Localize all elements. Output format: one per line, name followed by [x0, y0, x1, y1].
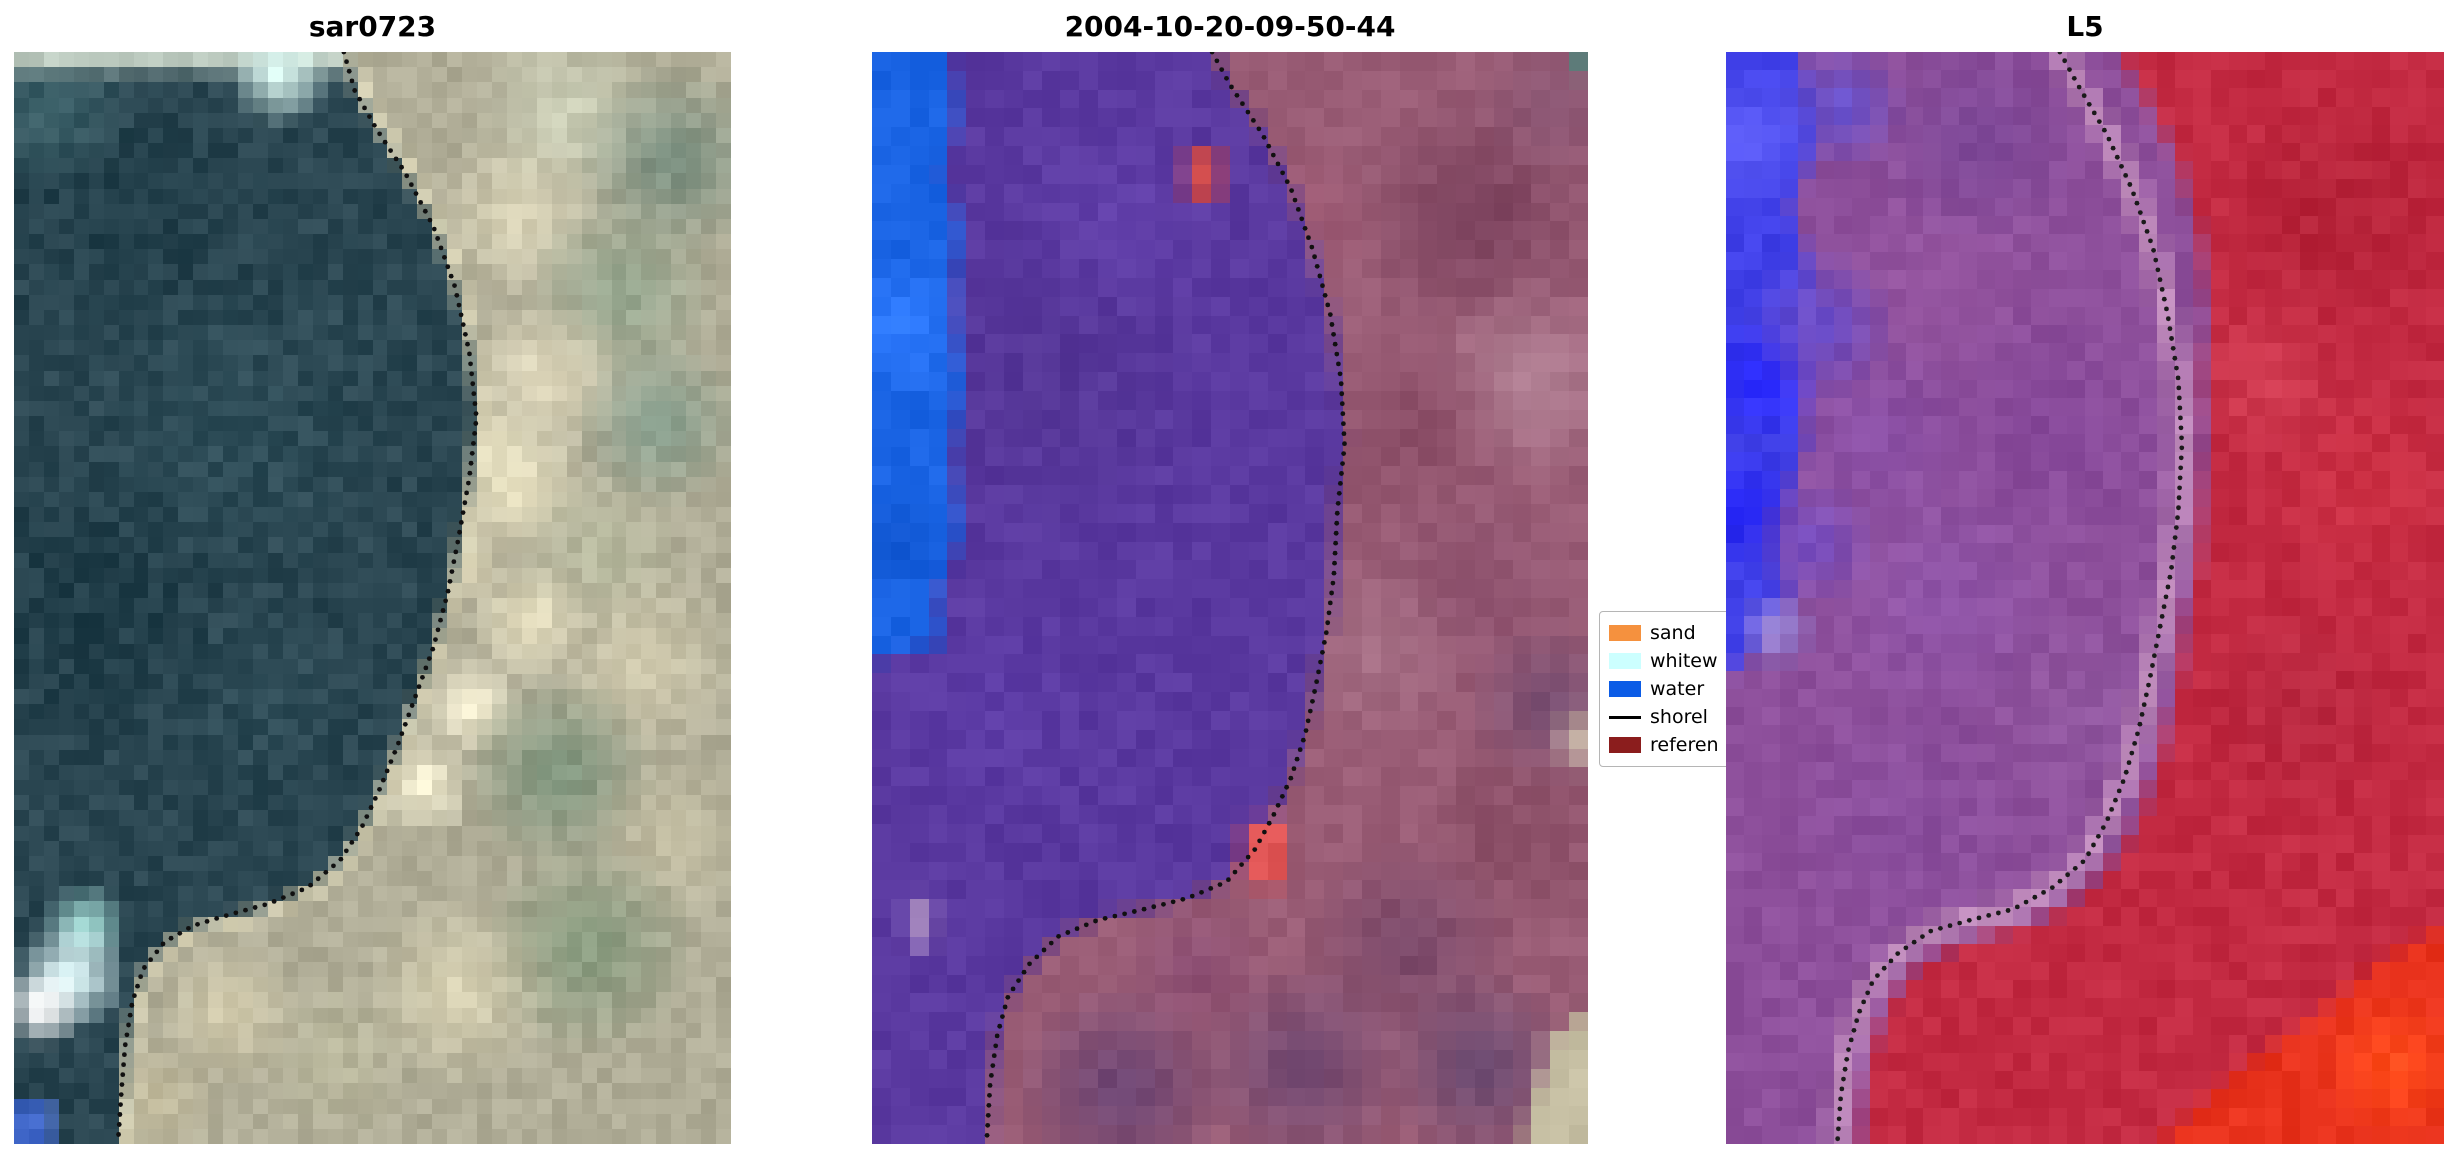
reference-swatch [1609, 737, 1641, 753]
l5-image [1726, 52, 2444, 1144]
panel-title-l5: L5 [2066, 10, 2104, 43]
legend-item-water: water [1609, 675, 1801, 703]
sar0723-image [14, 52, 731, 1144]
legend-item-whitewater: whitew [1609, 647, 1801, 675]
legend-item-reference: referen [1609, 731, 1801, 759]
sand-swatch [1609, 625, 1641, 641]
legend-label-water: water [1650, 678, 1705, 700]
panel-title-sar0723: sar0723 [308, 10, 437, 43]
legend-item-shoreline: shorel [1609, 703, 1801, 731]
whitewater-swatch [1609, 653, 1641, 669]
panel-title-date: 2004-10-20-09-50-44 [1064, 10, 1396, 43]
legend-label-shoreline: shorel [1650, 706, 1708, 728]
legend-item-sand: sand [1609, 619, 1801, 647]
legend-label-reference: referen [1650, 734, 1719, 756]
water-swatch [1609, 681, 1641, 697]
shoreline-line-swatch [1609, 715, 1641, 719]
legend-label-sand: sand [1650, 622, 1696, 644]
legend-label-whitewater: whitew [1650, 650, 1718, 672]
classification-image [872, 52, 1588, 1144]
